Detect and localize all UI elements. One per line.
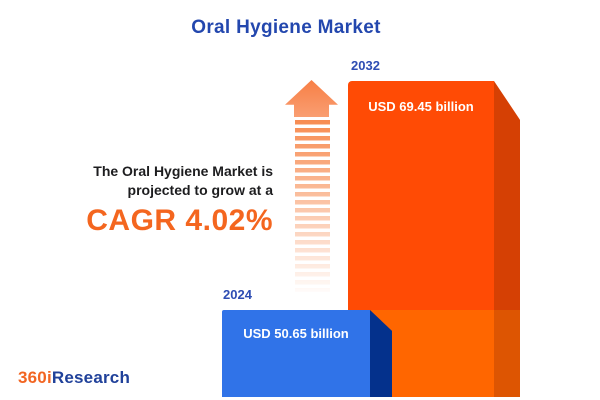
growth-arrow-icon [285, 80, 338, 117]
bar-2024-value-label: USD 50.65 billion [243, 326, 349, 341]
annotation-line-2: projected to grow at a [127, 182, 273, 198]
bar-2032-3d-side [494, 81, 520, 397]
bar-2032-year-label: 2032 [351, 58, 380, 73]
logo-suffix: Research [51, 368, 131, 387]
growth-annotation: The Oral Hygiene Market is projected to … [86, 162, 273, 236]
bar-2032-value-label: USD 69.45 billion [368, 99, 474, 114]
bar-2024-year-label: 2024 [223, 287, 252, 302]
bar-2024-3d-side [370, 310, 392, 397]
page-title: Oral Hygiene Market [191, 17, 381, 38]
annotation-line-1: The Oral Hygiene Market is [93, 163, 273, 179]
bar-2024 [222, 310, 370, 397]
company-logo: 360iResearch [18, 368, 130, 388]
growth-arrow-trail [295, 120, 330, 292]
logo-prefix: 360i [18, 368, 52, 387]
cagr-value: CAGR 4.02% [86, 204, 273, 237]
